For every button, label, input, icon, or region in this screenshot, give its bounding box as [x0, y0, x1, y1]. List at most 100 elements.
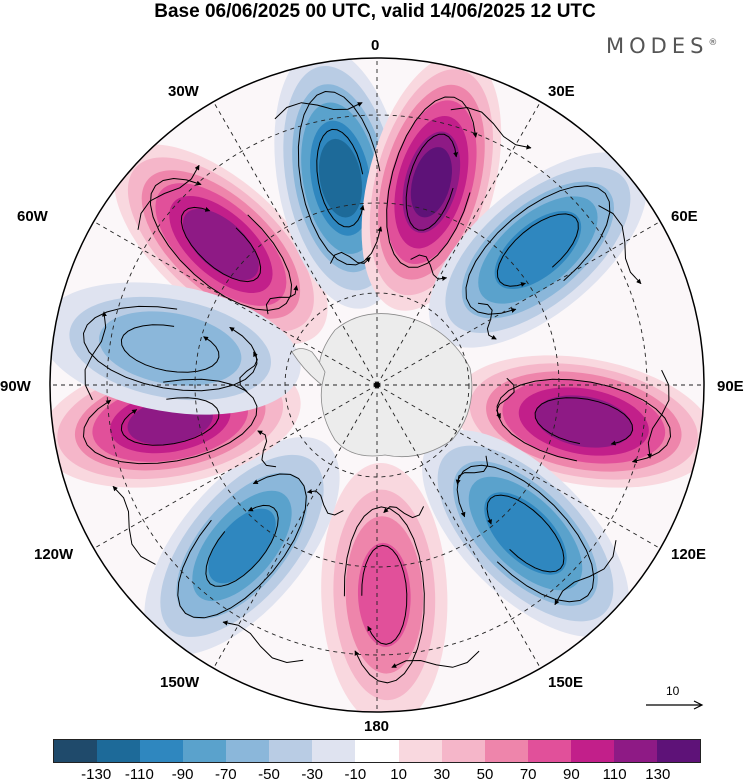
- colorbar-swatch: [269, 740, 313, 762]
- positive-anomaly-lobe: [321, 462, 448, 712]
- negative-anomaly-lobe: [422, 430, 629, 637]
- colorbar-swatch: [183, 740, 227, 762]
- streamline: [465, 185, 611, 315]
- field-contour: [99, 311, 242, 386]
- longitude-line: [213, 101, 378, 386]
- map-boundary: [49, 57, 705, 713]
- brand-text: MODES: [606, 34, 709, 58]
- streamline: [205, 504, 279, 587]
- streamline: [455, 455, 489, 485]
- colorbar-swatch: [570, 740, 614, 762]
- vector-scale-arrow: [646, 700, 704, 710]
- graticule-lines: [50, 58, 704, 712]
- streamline: [383, 506, 425, 519]
- colorbar-tick-label: -90: [171, 766, 194, 783]
- streamline: [274, 102, 363, 120]
- streamline: [554, 540, 617, 606]
- colorbar-swatch: [656, 740, 700, 762]
- latitude-circle: [194, 202, 560, 568]
- field-contour: [357, 542, 411, 647]
- lon-label-180: 180: [364, 718, 390, 735]
- longitude-line: [376, 101, 541, 386]
- streamline: [496, 213, 579, 287]
- colorbar-tick-label: 110: [602, 766, 627, 783]
- streamline: [450, 106, 532, 150]
- streamline: [361, 544, 408, 645]
- south-pole-dot: [374, 382, 380, 388]
- colorbar-tick-label: -110: [124, 766, 154, 783]
- longitude-line: [376, 221, 661, 386]
- field-contour: [484, 492, 567, 575]
- field-contour: [410, 147, 452, 218]
- streamline: [343, 506, 425, 684]
- streamline: [534, 397, 634, 446]
- colorbar-tick-label: -130: [81, 766, 112, 783]
- field-contour: [535, 395, 633, 448]
- colorbar-swatch: [312, 740, 356, 762]
- lon-label-0: 0: [371, 37, 380, 54]
- colorbar-tick-label: 90: [563, 766, 580, 783]
- colorbar-tick-label: 50: [476, 766, 494, 783]
- longitude-line: [93, 221, 378, 386]
- streamline: [598, 205, 642, 285]
- streamline: [386, 96, 478, 268]
- streamline: [405, 133, 459, 231]
- colorbar-swatch: [441, 740, 485, 762]
- longitude-line: [376, 384, 661, 549]
- streamline: [177, 473, 307, 619]
- colorbar-tick-label: 10: [390, 766, 407, 783]
- longitude-line: [376, 384, 541, 669]
- streamline: [120, 397, 220, 446]
- colorbar: [53, 739, 701, 763]
- colorbar-tick-label: 70: [519, 766, 537, 783]
- streamline: [496, 378, 672, 464]
- streamline: [265, 285, 299, 315]
- streamline: [391, 650, 480, 668]
- streamline: [120, 324, 220, 373]
- longitude-line: [213, 384, 378, 669]
- colorbar-tick-label: -50: [258, 766, 280, 783]
- streamline: [137, 164, 200, 230]
- colorbar-swatch: [355, 740, 399, 762]
- lon-label-30e: 30E: [548, 83, 575, 100]
- colorbar-swatch: [613, 740, 657, 762]
- streamline: [149, 177, 293, 311]
- lon-label-30w: 30W: [168, 83, 199, 100]
- lon-label-150e: 150E: [548, 674, 584, 691]
- lon-label-150w: 150W: [160, 674, 200, 691]
- colorbar-swatch: [226, 740, 270, 762]
- field-contour: [494, 210, 582, 290]
- colorbar-swatch: [54, 740, 98, 762]
- longitude-line: [93, 384, 378, 549]
- field-contour: [208, 508, 276, 584]
- colorbar-swatch: [527, 740, 571, 762]
- field-contour: [318, 138, 363, 218]
- streamline: [329, 251, 371, 264]
- lon-label-90e: 90E: [717, 378, 744, 395]
- registered-mark: ®: [708, 38, 718, 48]
- streamline: [180, 206, 262, 283]
- lon-label-120e: 120E: [671, 546, 707, 563]
- latitude-circle: [106, 114, 648, 656]
- colorbar-tick-label: -70: [214, 766, 237, 783]
- colorbar-tick-label: -30: [301, 766, 324, 783]
- vector-scale-label: 10: [666, 684, 680, 698]
- streamline: [316, 128, 365, 228]
- colorbar-swatch: [140, 740, 184, 762]
- colorbar-swatch: [398, 740, 442, 762]
- colorbar-swatch: [484, 740, 528, 762]
- modes-logo: MODES®: [606, 34, 717, 58]
- polar-map: [49, 57, 705, 713]
- field-contour: [183, 208, 259, 281]
- streamline: [297, 90, 383, 266]
- colorbar-tick-label: -10: [344, 766, 367, 783]
- streamline: [112, 485, 156, 565]
- streamline: [486, 494, 565, 573]
- lon-label-90w: 90W: [0, 378, 31, 395]
- map-title: Base 06/06/2025 00 UTC, valid 14/06/2025…: [154, 1, 596, 22]
- lon-label-60e: 60E: [671, 208, 698, 225]
- lon-label-60w: 60W: [17, 208, 48, 225]
- negative-anomaly-lobe: [428, 152, 647, 348]
- colorbar-tick-label: 130: [645, 766, 671, 783]
- colorbar-swatch: [97, 740, 141, 762]
